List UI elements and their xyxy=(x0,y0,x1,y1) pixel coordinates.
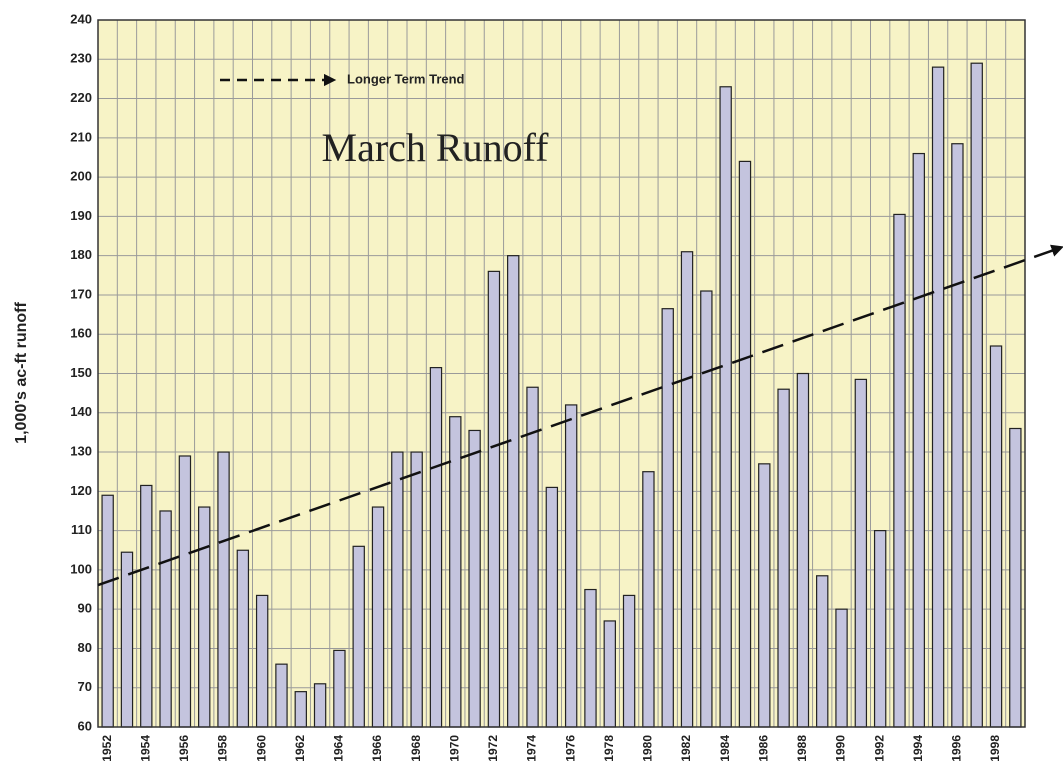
x-tick-label: 1998 xyxy=(988,735,1002,762)
x-tick-label: 1962 xyxy=(293,735,307,762)
x-tick-label: 1976 xyxy=(563,735,577,762)
bar xyxy=(487,270,501,728)
bar xyxy=(545,486,559,728)
bar xyxy=(738,160,752,728)
bar xyxy=(564,404,578,728)
x-tick-label: 1966 xyxy=(370,735,384,762)
y-tick-label: 90 xyxy=(78,601,92,616)
plot-frame xyxy=(97,19,1026,728)
y-tick-label: 210 xyxy=(70,129,92,144)
y-tick-label: 180 xyxy=(70,247,92,262)
bar xyxy=(275,663,288,728)
trend-line xyxy=(97,244,1063,587)
x-tick-label: 1958 xyxy=(216,735,230,762)
x-tick-label: 1996 xyxy=(950,735,964,762)
x-tick-label: 1986 xyxy=(756,735,770,762)
bar xyxy=(429,367,443,728)
bar xyxy=(912,152,925,728)
x-tick-label: 1972 xyxy=(486,735,500,762)
bar xyxy=(255,594,269,728)
x-tick-label: 1984 xyxy=(718,735,732,762)
bar xyxy=(796,372,810,728)
x-tick-label: 1954 xyxy=(138,735,152,762)
bar xyxy=(970,62,983,728)
bar xyxy=(391,451,404,728)
legend-label: Longer Term Trend xyxy=(347,71,465,86)
bar xyxy=(217,451,230,728)
bar xyxy=(468,429,481,728)
x-tick-label: 1964 xyxy=(332,735,346,762)
x-tick-label: 1978 xyxy=(602,735,616,762)
bar xyxy=(294,691,307,728)
bar xyxy=(951,143,964,728)
x-tick-label: 1974 xyxy=(525,735,539,762)
bar xyxy=(835,608,848,728)
x-tick-label: 1970 xyxy=(447,735,461,762)
bar xyxy=(622,594,636,728)
bar xyxy=(236,549,250,728)
bar xyxy=(719,86,732,728)
chart-title: March Runoff xyxy=(322,125,550,170)
x-tick-label: 1952 xyxy=(100,735,114,762)
bar xyxy=(449,416,462,728)
y-tick-label: 240 xyxy=(70,11,92,26)
y-tick-label: 110 xyxy=(71,522,92,537)
bar xyxy=(931,66,945,728)
y-axis-label: 1,000's ac-ft runoff xyxy=(13,302,30,444)
bar xyxy=(526,386,539,728)
y-tick-label: 170 xyxy=(70,286,92,301)
y-tick-label: 190 xyxy=(70,208,92,223)
x-tick-label: 1968 xyxy=(409,735,423,762)
x-tick-label: 1960 xyxy=(254,735,268,762)
y-tick-label: 80 xyxy=(78,640,92,655)
x-tick-label: 1994 xyxy=(911,735,925,762)
bar xyxy=(989,345,1003,728)
x-tick-label: 1992 xyxy=(872,735,886,762)
bar xyxy=(352,545,365,728)
y-tick-label: 60 xyxy=(78,718,92,733)
y-tick-label: 200 xyxy=(70,169,92,184)
bar xyxy=(642,471,655,728)
y-tick-label: 130 xyxy=(70,443,92,458)
bar xyxy=(120,551,134,728)
bar xyxy=(661,308,674,728)
y-tick-label: 70 xyxy=(78,679,92,694)
bar xyxy=(101,494,114,728)
bar xyxy=(333,649,346,728)
y-tick-label: 120 xyxy=(70,483,92,498)
bar xyxy=(178,455,192,728)
x-tick-label: 1988 xyxy=(795,735,809,762)
bar xyxy=(816,575,829,728)
bar xyxy=(1009,427,1022,728)
bar xyxy=(159,510,172,728)
bar xyxy=(410,451,423,728)
bar xyxy=(893,213,906,728)
y-tick-label: 160 xyxy=(70,326,92,341)
x-tick-label: 1990 xyxy=(834,735,848,762)
x-tick-label: 1980 xyxy=(641,735,655,762)
bar xyxy=(854,378,868,728)
bar xyxy=(371,506,385,728)
y-tick-label: 140 xyxy=(70,404,92,419)
bar xyxy=(777,388,790,728)
bar xyxy=(198,506,211,728)
y-tick-label: 230 xyxy=(70,51,92,66)
y-tick-label: 150 xyxy=(70,365,92,380)
bar xyxy=(313,683,327,728)
bar xyxy=(873,530,887,728)
bar xyxy=(700,290,713,728)
x-tick-label: 1982 xyxy=(679,735,693,762)
y-tick-label: 220 xyxy=(70,90,92,105)
bar xyxy=(758,463,771,728)
y-tick-label: 100 xyxy=(70,561,92,576)
x-tick-label: 1956 xyxy=(177,735,191,762)
bar xyxy=(140,484,153,728)
bar xyxy=(603,620,616,728)
bar xyxy=(584,588,597,728)
bar xyxy=(680,251,694,728)
bar xyxy=(507,255,520,728)
